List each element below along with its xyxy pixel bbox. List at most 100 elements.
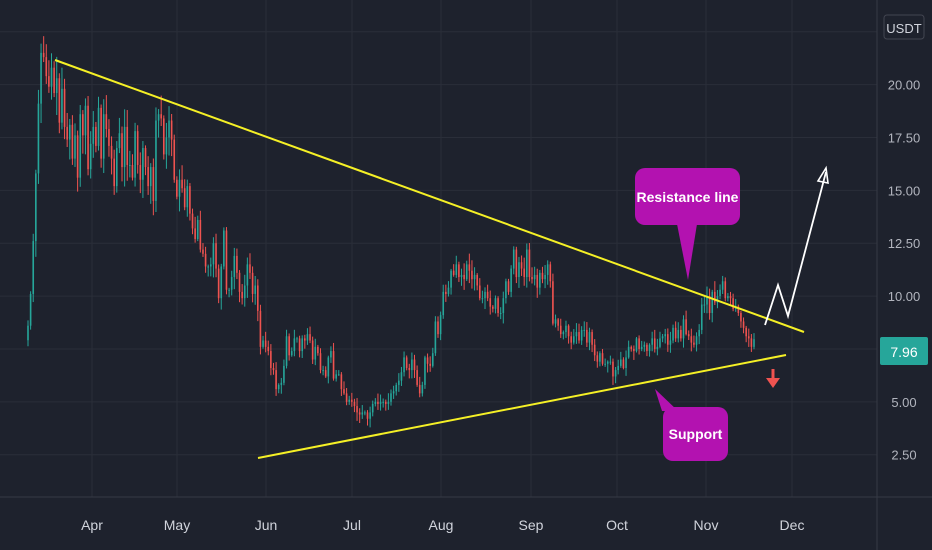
candle-body	[562, 332, 565, 335]
candle-body	[572, 336, 575, 343]
candle-body	[510, 268, 512, 292]
candle-body	[721, 281, 724, 290]
candle-body	[384, 401, 387, 404]
candle-body	[76, 135, 79, 178]
candle-body	[369, 412, 371, 419]
candle-body	[442, 291, 445, 316]
x-tick-label: Aug	[429, 517, 454, 533]
candle-body	[196, 219, 199, 239]
candle-body	[434, 321, 437, 354]
candle-body	[452, 270, 455, 275]
candle-body	[413, 359, 416, 371]
candle-body	[612, 361, 614, 377]
candle-body	[293, 338, 296, 352]
price-axis[interactable]: 2.505.007.5010.0012.5015.0017.5020.0022.…	[888, 25, 921, 463]
candle-body	[147, 167, 149, 187]
candle-body	[144, 148, 147, 168]
candle-body	[724, 281, 727, 299]
candle-body	[578, 332, 580, 341]
support-callout[interactable]: Support	[663, 407, 728, 461]
candle-body	[627, 346, 630, 358]
candle-body	[703, 304, 706, 306]
candle-body	[236, 255, 238, 273]
candle-body	[301, 338, 304, 352]
candle-body	[337, 374, 340, 376]
candle-body	[348, 399, 351, 402]
candle-body	[411, 359, 413, 371]
candle-body	[497, 298, 499, 314]
candle-body	[264, 340, 267, 347]
candle-body	[223, 230, 225, 267]
candle-body	[102, 114, 105, 159]
candle-body	[680, 329, 682, 339]
candle-body	[277, 384, 280, 390]
candle-body	[84, 105, 87, 136]
support-trendline[interactable]	[257, 354, 787, 459]
candle-body	[129, 164, 131, 166]
candle-body	[230, 277, 233, 290]
candle-body	[136, 131, 139, 165]
candle-body	[439, 315, 442, 335]
candle-body	[700, 304, 703, 330]
candle-body	[437, 321, 439, 335]
candle-body	[575, 332, 578, 337]
candle-body	[591, 332, 593, 345]
candle-body	[421, 384, 424, 394]
candle-body	[351, 399, 353, 402]
candle-body	[740, 313, 742, 322]
candle-body	[332, 351, 335, 379]
candle-body	[327, 357, 330, 377]
candle-body	[324, 370, 327, 377]
candle-body	[366, 412, 369, 419]
candle-body	[622, 359, 625, 368]
candle-body	[358, 412, 361, 415]
x-tick-label: Oct	[606, 517, 628, 533]
candle-body	[531, 277, 533, 280]
candle-body	[35, 173, 37, 242]
candle-body	[68, 124, 71, 140]
candle-body	[340, 374, 343, 390]
candle-body	[254, 285, 257, 294]
candle-body	[747, 336, 750, 339]
candle-body	[559, 325, 562, 335]
candle-body	[586, 329, 588, 343]
candle-body	[392, 391, 395, 394]
candle-body	[42, 52, 45, 58]
candle-body	[481, 298, 484, 300]
candle-body	[458, 264, 460, 278]
candle-body	[633, 348, 635, 352]
y-tick-label: 5.00	[891, 395, 916, 410]
candle-body	[570, 336, 573, 343]
candle-body	[546, 264, 549, 275]
candle-body	[233, 255, 236, 278]
candle-body	[63, 88, 66, 127]
resistance-trendline[interactable]	[54, 59, 805, 333]
candle-body	[617, 365, 620, 371]
resistance-callout[interactable]: Resistance line	[635, 168, 740, 225]
candle-body	[525, 249, 528, 278]
candle-body	[653, 338, 656, 349]
candle-body	[361, 412, 364, 415]
candle-body	[604, 363, 606, 365]
candle-body	[50, 67, 53, 87]
candle-body	[661, 336, 664, 339]
time-axis[interactable]: Apr May Jun Jul Aug Sep Oct Nov Dec	[81, 517, 804, 533]
candle-body	[217, 268, 220, 299]
candle-body	[463, 274, 465, 280]
last-price-badge	[880, 337, 928, 365]
candle-body	[669, 340, 672, 345]
candle-body	[403, 357, 405, 373]
candle-body	[100, 107, 102, 159]
candle-body	[40, 52, 42, 104]
candle-body	[288, 336, 290, 356]
candle-body	[742, 321, 745, 328]
support-callout-box	[663, 407, 728, 461]
candle-body	[356, 406, 358, 413]
candle-body	[178, 179, 181, 197]
y-tick-label: 2.50	[891, 448, 916, 463]
candle-body	[716, 296, 719, 303]
candle-body	[296, 338, 298, 340]
candle-body	[426, 357, 429, 364]
